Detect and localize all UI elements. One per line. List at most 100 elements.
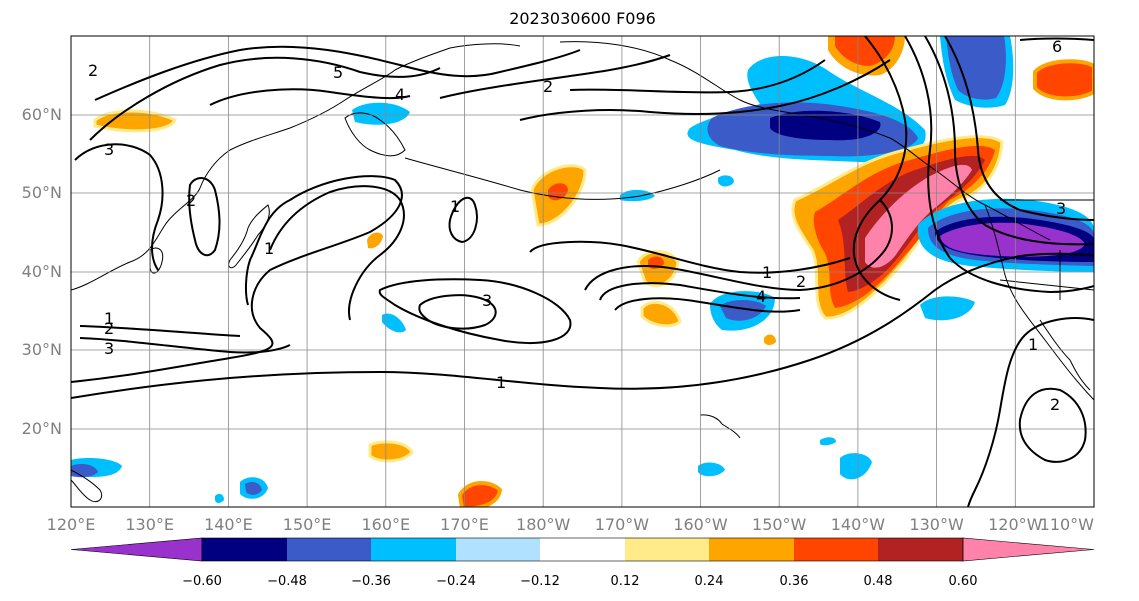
colorbar: −0.60 −0.48 −0.36 −0.24 −0.12 0.12 0.24 … bbox=[70, 537, 1095, 589]
colorbar-swatch bbox=[794, 538, 878, 561]
contour-line bbox=[71, 175, 403, 383]
lon-tick-label: 110°W bbox=[1040, 515, 1095, 534]
gridlines bbox=[71, 36, 1094, 507]
contour-line bbox=[74, 143, 164, 271]
contour-label: 1 bbox=[1028, 335, 1038, 354]
lat-tick-label: 50°N bbox=[22, 183, 62, 202]
contour-line bbox=[188, 177, 221, 257]
anomaly-patch bbox=[368, 440, 414, 463]
contour-line bbox=[269, 185, 405, 321]
contour-line bbox=[94, 45, 581, 101]
contour-line bbox=[614, 297, 801, 313]
contour-label: 2 bbox=[186, 191, 196, 210]
contour-label: 3 bbox=[482, 291, 492, 310]
colorbar-outline bbox=[201, 537, 964, 562]
lon-tick-label: 160°E bbox=[361, 515, 410, 534]
contour-line bbox=[569, 59, 826, 94]
colorbar-swatch bbox=[456, 538, 540, 561]
anomaly-patch bbox=[840, 453, 872, 480]
colorbar-tick-label: 0.48 bbox=[864, 574, 893, 589]
contour-line bbox=[519, 59, 891, 121]
anomaly-patch bbox=[770, 110, 881, 141]
colorbar-tick-label: −0.12 bbox=[520, 574, 560, 589]
anomaly-patch bbox=[640, 300, 682, 328]
contour-line bbox=[529, 240, 851, 274]
longitude-labels: 120°E 130°E 140°E 150°E 160°E 170°E 180°… bbox=[47, 515, 1095, 534]
lon-tick-label: 150°E bbox=[283, 515, 332, 534]
anomaly-patch bbox=[382, 313, 406, 333]
contour-line bbox=[79, 325, 241, 337]
anomaly-patch bbox=[93, 109, 177, 133]
lon-tick-label: 180°W bbox=[516, 515, 571, 534]
contour-label: 4 bbox=[395, 85, 405, 104]
colorbar-tick-label: 0.24 bbox=[695, 574, 724, 589]
colorbar-swatch bbox=[540, 538, 625, 561]
contour-line bbox=[1019, 37, 1094, 41]
anomaly-patch bbox=[215, 493, 224, 503]
colorbar-tick-label: −0.48 bbox=[267, 574, 307, 589]
coastline-alaska bbox=[559, 41, 1051, 241]
anomaly-patch bbox=[835, 36, 895, 66]
contour-line bbox=[89, 56, 441, 141]
anomaly-patch bbox=[940, 222, 1085, 257]
colorbar-swatch bbox=[287, 538, 371, 561]
contour-line bbox=[584, 199, 893, 292]
latitude-labels: 20°N 30°N 40°N 50°N 60°N bbox=[22, 105, 62, 438]
colorbar-tick-label: −0.24 bbox=[436, 574, 476, 589]
contour-line bbox=[904, 36, 1094, 294]
lat-tick-label: 20°N bbox=[22, 419, 62, 438]
contour-line bbox=[71, 252, 1094, 399]
contour-line bbox=[1018, 387, 1087, 463]
contour-label: 1 bbox=[104, 309, 114, 328]
lon-tick-label: 130°W bbox=[909, 515, 964, 534]
contour-line bbox=[448, 196, 478, 244]
contour-label: 2 bbox=[88, 61, 98, 80]
colorbar-tick-label: −0.60 bbox=[182, 574, 222, 589]
coastline-hawaii bbox=[699, 414, 741, 439]
contour-lines bbox=[71, 36, 1094, 507]
contour-label: 1 bbox=[450, 197, 460, 216]
anomaly-patch bbox=[352, 102, 410, 125]
lon-tick-label: 140°E bbox=[204, 515, 253, 534]
contour-label: 3 bbox=[104, 140, 114, 159]
coastline-korea-japan bbox=[149, 204, 270, 274]
anomaly-patch bbox=[245, 482, 262, 495]
colorbar-swatch bbox=[371, 538, 456, 561]
contour-label: 2 bbox=[543, 77, 553, 96]
anomaly-patch bbox=[367, 232, 383, 249]
anomaly-patch bbox=[457, 481, 503, 507]
contour-line bbox=[79, 337, 291, 354]
lon-tick-label: 120°W bbox=[988, 515, 1043, 534]
anomaly-patch bbox=[865, 164, 972, 268]
colorbar-extend-high bbox=[962, 537, 1095, 562]
colorbar-tick-label: 0.60 bbox=[949, 574, 978, 589]
lon-tick-label: 160°W bbox=[673, 515, 728, 534]
contour-label: 1 bbox=[264, 239, 274, 258]
contour-label: 5 bbox=[333, 63, 343, 82]
colorbar-extend-low bbox=[70, 537, 203, 562]
anomaly-patch bbox=[946, 36, 1006, 100]
lon-tick-label: 170°W bbox=[595, 515, 650, 534]
anomaly-patch bbox=[1033, 59, 1094, 101]
contour-label: 2 bbox=[104, 319, 114, 338]
contour-label: 6 bbox=[1052, 37, 1062, 56]
lon-tick-label: 130°E bbox=[125, 515, 174, 534]
colorbar-tick-label: 0.12 bbox=[611, 574, 640, 589]
contour-line bbox=[852, 36, 908, 301]
contour-labels: 5 4 2 6 2 3 2 1 1 2 3 4 1 1 2 3 3 1 1 2 bbox=[88, 37, 1066, 414]
contour-line bbox=[944, 36, 1094, 221]
anomaly-patch bbox=[720, 300, 766, 321]
anomaly-patch bbox=[764, 334, 776, 345]
colorbar-tick-label: 0.36 bbox=[780, 574, 809, 589]
contour-line bbox=[418, 294, 497, 330]
coastline-baja bbox=[1039, 319, 1091, 391]
colorbar-swatch bbox=[202, 538, 287, 561]
contour-label: 3 bbox=[104, 339, 114, 358]
lon-tick-label: 120°E bbox=[47, 515, 96, 534]
anomaly-patch bbox=[920, 296, 975, 321]
colorbar-swatch bbox=[625, 538, 709, 561]
contour-label: 4 bbox=[756, 287, 766, 306]
contour-label: 2 bbox=[796, 272, 806, 291]
colorbar-swatch bbox=[878, 538, 963, 561]
